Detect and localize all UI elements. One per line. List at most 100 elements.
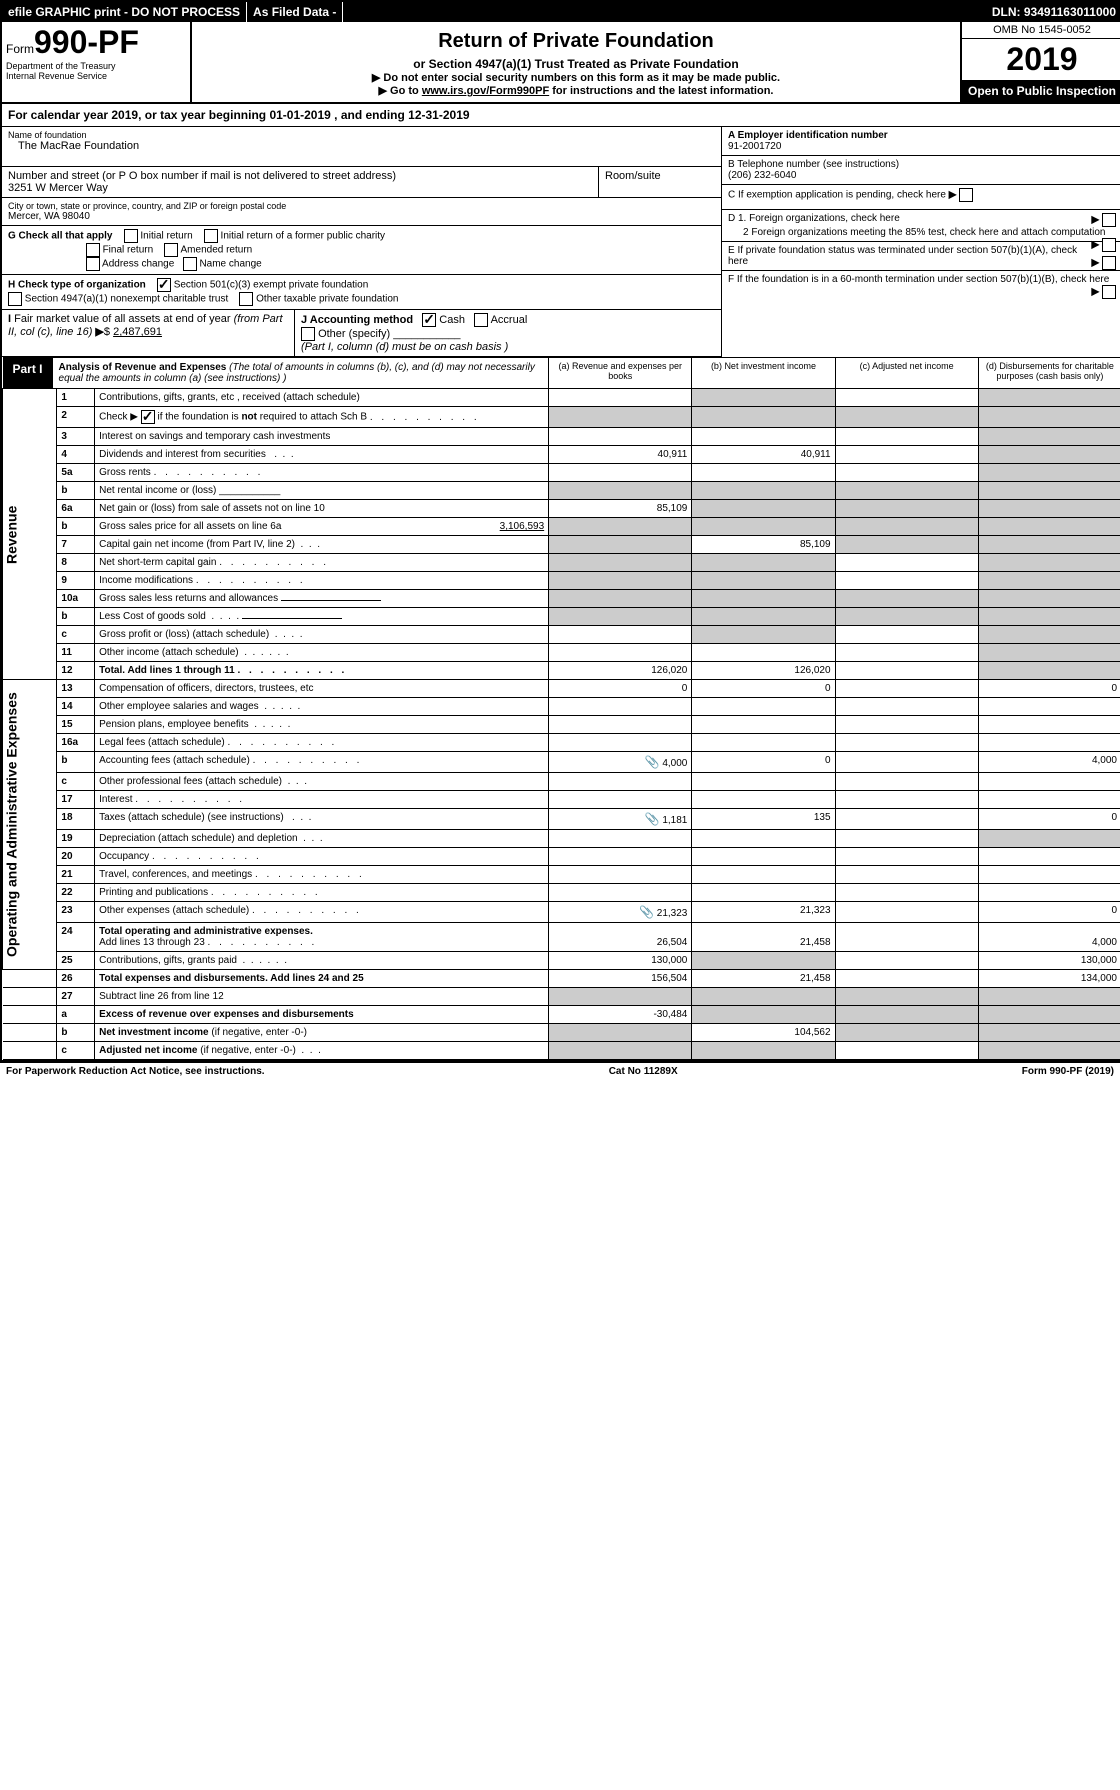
irs-label: Internal Revenue Service <box>6 71 186 81</box>
efile-notice: efile GRAPHIC print - DO NOT PROCESS <box>2 2 247 22</box>
top-bar: efile GRAPHIC print - DO NOT PROCESS As … <box>2 2 1120 22</box>
row-27b-b: 104,562 <box>692 1024 835 1042</box>
row-4-a: 40,911 <box>549 446 692 464</box>
row-27c-desc: Adjusted net income (if negative, enter … <box>95 1042 549 1060</box>
row-25-desc: Contributions, gifts, grants paid . . . … <box>95 952 549 970</box>
row-7-desc: Capital gain net income (from Part IV, l… <box>95 536 549 554</box>
row-18-b: 135 <box>692 809 835 830</box>
exemption-pending-checkbox[interactable] <box>959 188 973 202</box>
ein-label: A Employer identification number <box>728 130 888 141</box>
row-18-desc: Taxes (attach schedule) (see instruction… <box>95 809 549 830</box>
final-return-checkbox[interactable] <box>86 243 100 257</box>
row-16c-desc: Other professional fees (attach schedule… <box>95 773 549 791</box>
row-13-desc: Compensation of officers, directors, tru… <box>95 680 549 698</box>
section-g: G Check all that apply Initial return In… <box>2 226 721 275</box>
header-left: Form990-PF Department of the Treasury In… <box>2 22 192 102</box>
fmv-value: 2,487,691 <box>113 326 162 338</box>
row-24-d: 4,000 <box>978 923 1120 952</box>
row-12-a: 126,020 <box>549 662 692 680</box>
row-1-desc: Contributions, gifts, grants, etc , rece… <box>95 389 549 407</box>
60month-checkbox[interactable] <box>1102 285 1116 299</box>
foundation-name-cell: Name of foundation The MacRae Foundation <box>2 127 721 167</box>
form-note1: ▶ Do not enter social security numbers o… <box>196 71 956 84</box>
footer-left: For Paperwork Reduction Act Notice, see … <box>6 1066 265 1077</box>
form-header: Form990-PF Department of the Treasury In… <box>2 22 1120 104</box>
row-23-desc: Other expenses (attach schedule) <box>95 902 549 923</box>
accrual-checkbox[interactable] <box>474 313 488 327</box>
schb-checkbox[interactable] <box>141 410 155 424</box>
addr-change-checkbox[interactable] <box>86 257 100 271</box>
row-16b-desc: Accounting fees (attach schedule) <box>95 752 549 773</box>
foreign-85-checkbox[interactable] <box>1102 238 1116 252</box>
section-f: F If the foundation is in a 60-month ter… <box>722 271 1120 295</box>
expenses-label: Operating and Administrative Expenses <box>3 680 57 970</box>
form-prefix: Form <box>6 42 34 56</box>
row-6a-desc: Net gain or (loss) from sale of assets n… <box>95 500 549 518</box>
attachment-icon[interactable]: 📎 <box>639 905 654 919</box>
row-25-a: 130,000 <box>549 952 692 970</box>
form-990pf: efile GRAPHIC print - DO NOT PROCESS As … <box>0 0 1120 1062</box>
amended-checkbox[interactable] <box>164 243 178 257</box>
row-4-b: 40,911 <box>692 446 835 464</box>
sec4947-checkbox[interactable] <box>8 292 22 306</box>
row-10b-desc: Less Cost of goods sold . . . . <box>95 608 549 626</box>
name-change-checkbox[interactable] <box>183 257 197 271</box>
part1-title: Analysis of Revenue and Expenses <box>59 362 227 373</box>
foundation-address: 3251 W Mercer Way <box>8 182 592 194</box>
row-3-desc: Interest on savings and temporary cash i… <box>95 428 549 446</box>
row-23-b: 21,323 <box>692 902 835 923</box>
attachment-icon[interactable]: 📎 <box>645 755 660 769</box>
ein-value: 91-2001720 <box>728 141 781 152</box>
row-10c-desc: Gross profit or (loss) (attach schedule)… <box>95 626 549 644</box>
row-9-desc: Income modifications <box>95 572 549 590</box>
city-cell: City or town, state or province, country… <box>2 198 721 226</box>
attachment-icon[interactable]: 📎 <box>645 812 660 826</box>
section-c: C If exemption application is pending, c… <box>722 185 1120 210</box>
section-i: I Fair market value of all assets at end… <box>2 310 295 356</box>
row-13-b: 0 <box>692 680 835 698</box>
row-24-a: 26,504 <box>549 923 692 952</box>
row-27a-a: -30,484 <box>549 1006 692 1024</box>
row-8-desc: Net short-term capital gain <box>95 554 549 572</box>
section-e: E If private foundation status was termi… <box>722 242 1120 271</box>
col-a-header: (a) Revenue and expenses per books <box>549 358 692 389</box>
room-suite-label: Room/suite <box>605 170 715 182</box>
tax-year: 2019 <box>962 39 1120 80</box>
form-subtitle: or Section 4947(a)(1) Trust Treated as P… <box>196 57 956 71</box>
row-12-desc: Total. Add lines 1 through 11 <box>95 662 549 680</box>
revenue-label: Revenue <box>3 389 57 680</box>
col-d-header: (d) Disbursements for charitable purpose… <box>978 358 1120 389</box>
row-2-desc: Check ▶ if the foundation is not require… <box>95 407 549 428</box>
row-25-d: 130,000 <box>978 952 1120 970</box>
row-19-desc: Depreciation (attach schedule) and deple… <box>95 830 549 848</box>
row-22-desc: Printing and publications <box>95 884 549 902</box>
sec501-checkbox[interactable] <box>157 278 171 292</box>
row-26-desc: Total expenses and disbursements. Add li… <box>95 970 549 988</box>
row-14-desc: Other employee salaries and wages . . . … <box>95 698 549 716</box>
initial-former-checkbox[interactable] <box>204 229 218 243</box>
asfiled-notice: As Filed Data - <box>247 2 343 22</box>
dln-number: DLN: 93491163011000 <box>986 2 1120 22</box>
row-4-desc: Dividends and interest from securities .… <box>95 446 549 464</box>
row-21-desc: Travel, conferences, and meetings <box>95 866 549 884</box>
foundation-city: Mercer, WA 98040 <box>8 211 715 222</box>
row-27a-desc: Excess of revenue over expenses and disb… <box>95 1006 549 1024</box>
row-16b-a: 4,000 <box>662 758 687 769</box>
row-20-desc: Occupancy <box>95 848 549 866</box>
status-terminated-checkbox[interactable] <box>1102 256 1116 270</box>
row-26-b: 21,458 <box>692 970 835 988</box>
omb-number: OMB No 1545-0052 <box>962 22 1120 39</box>
row-16b-b: 0 <box>692 752 835 773</box>
form-footer: For Paperwork Reduction Act Notice, see … <box>0 1062 1120 1080</box>
row-15-desc: Pension plans, employee benefits . . . .… <box>95 716 549 734</box>
row-11-desc: Other income (attach schedule) . . . . .… <box>95 644 549 662</box>
row-13-a: 0 <box>549 680 692 698</box>
foreign-org-checkbox[interactable] <box>1102 213 1116 227</box>
initial-return-checkbox[interactable] <box>124 229 138 243</box>
row-24-b: 21,458 <box>692 923 835 952</box>
cash-checkbox[interactable] <box>422 313 436 327</box>
other-method-checkbox[interactable] <box>301 327 315 341</box>
foundation-name: The MacRae Foundation <box>8 140 715 152</box>
other-taxable-checkbox[interactable] <box>239 292 253 306</box>
row-12-b: 126,020 <box>692 662 835 680</box>
